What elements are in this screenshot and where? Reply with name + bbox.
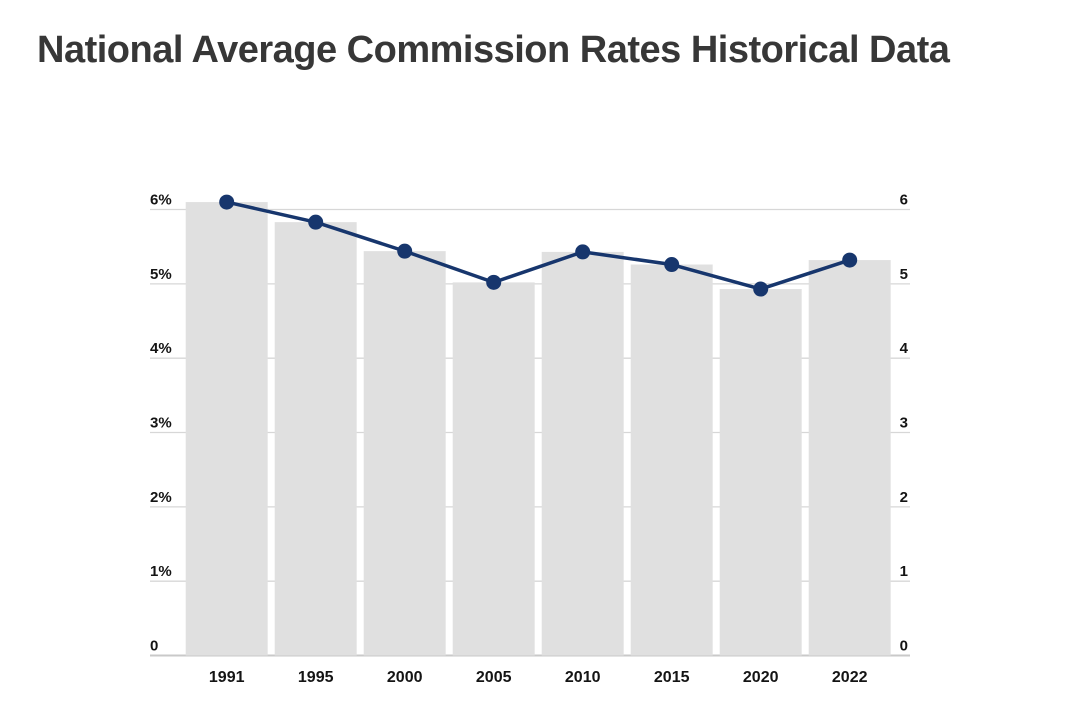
data-point-marker [308, 214, 324, 230]
bar [363, 251, 446, 656]
x-axis-label: 2000 [387, 669, 423, 686]
data-point-marker [753, 281, 769, 297]
data-point-marker [486, 274, 502, 290]
bar [808, 260, 891, 656]
x-axis-label: 2010 [565, 669, 601, 686]
y-axis-label-left: 4% [150, 340, 172, 357]
bar [185, 202, 268, 656]
y-axis-label-right: 6 [900, 192, 908, 209]
y-axis-label-left: 0 [150, 638, 158, 655]
data-point-marker [397, 243, 413, 259]
x-axis-label: 2015 [654, 669, 690, 686]
y-axis-label-right: 0 [900, 638, 908, 655]
y-axis-label-right: 2 [900, 489, 908, 506]
y-axis-label-left: 6% [150, 192, 172, 209]
y-axis-label-left: 5% [150, 266, 172, 283]
x-axis-label: 1995 [298, 669, 334, 686]
data-point-marker [575, 244, 591, 260]
x-axis-label: 1991 [209, 669, 245, 686]
y-axis-label-right: 4 [900, 340, 909, 357]
x-axis-label: 2022 [832, 669, 868, 686]
chart-title: National Average Commission Rates Histor… [37, 29, 950, 71]
y-axis-label-left: 1% [150, 563, 172, 580]
bar [452, 282, 535, 656]
data-point-marker [842, 252, 858, 268]
bar [541, 251, 624, 656]
y-axis-label-left: 3% [150, 415, 172, 432]
bar [719, 289, 802, 656]
data-point-marker [664, 257, 680, 273]
y-axis-label-right: 1 [900, 563, 908, 580]
bar [274, 222, 357, 656]
y-axis-label-right: 5 [900, 266, 908, 283]
trend-line [226, 200, 851, 291]
x-axis-label: 2005 [476, 669, 512, 686]
bar [630, 264, 713, 656]
y-axis-label-right: 3 [900, 415, 908, 432]
data-point-marker [219, 194, 235, 210]
y-axis-label-left: 2% [150, 489, 172, 506]
x-axis-label: 2020 [743, 669, 779, 686]
